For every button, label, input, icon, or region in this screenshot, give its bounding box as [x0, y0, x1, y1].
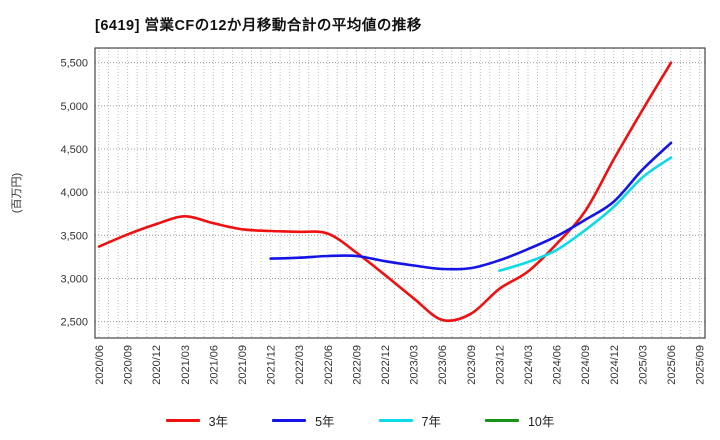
x-tick-label: 2021/09 [237, 345, 249, 385]
y-tick-label: 3,000 [60, 273, 88, 285]
chart-title: [6419] 営業CFの12か月移動合計の平均値の推移 [95, 18, 422, 34]
x-tick-label: 2023/12 [494, 345, 506, 385]
legend-label: 3年 [208, 415, 229, 429]
x-tick-label: 2020/12 [151, 345, 163, 385]
x-tick-label: 2025/09 [695, 345, 707, 385]
y-tick-label: 5,500 [60, 58, 88, 70]
legend-label: 10年 [527, 415, 555, 429]
legend-line-swatch [378, 419, 413, 422]
x-tick-label: 2022/06 [323, 345, 335, 385]
series-line-5年 [269, 141, 673, 271]
plot-area [94, 47, 706, 339]
legend-label: 7年 [421, 415, 441, 429]
x-tick-label: 2024/12 [609, 345, 621, 385]
y-tick-label: 3,500 [60, 230, 88, 242]
x-tick-label: 2022/09 [351, 345, 363, 385]
x-tick-label: 2025/06 [666, 345, 678, 385]
legend-line-swatch [165, 419, 200, 422]
x-tick-label: 2023/03 [409, 345, 421, 385]
x-tick-label: 2023/09 [466, 345, 478, 385]
x-tick-label: 2020/06 [94, 345, 106, 385]
y-tick-label: 4,500 [60, 144, 88, 156]
x-tick-label: 2025/03 [637, 345, 649, 385]
x-tick-label: 2021/06 [208, 345, 220, 385]
legend: 3年 5年 7年 10年 [0, 411, 720, 430]
legend-item-3年: 3年 [165, 411, 229, 430]
y-tick-label: 2,500 [60, 317, 88, 329]
legend-item-10年: 10年 [484, 411, 555, 430]
y-tick-label: 4,000 [60, 187, 88, 199]
legend-item-5年: 5年 [272, 411, 335, 430]
legend-label: 5年 [315, 415, 335, 429]
x-tick-label: 2024/03 [523, 345, 535, 385]
legend-line-swatch [484, 419, 519, 422]
x-tick-label: 2020/09 [123, 345, 135, 385]
legend-item-7年: 7年 [378, 411, 441, 430]
series-line-3年 [97, 61, 673, 323]
legend-line-swatch [272, 419, 307, 422]
x-tick-label: 2021/03 [180, 345, 192, 385]
x-tick-label: 2022/12 [380, 345, 392, 385]
x-tick-label: 2021/12 [266, 345, 278, 385]
x-tick-label: 2023/06 [437, 345, 449, 385]
y-tick-label: 5,000 [60, 101, 88, 113]
x-tick-label: 2024/06 [552, 345, 564, 385]
series-line-7年 [498, 156, 673, 272]
x-tick-label: 2022/03 [294, 345, 306, 385]
x-tick-label: 2024/09 [580, 345, 592, 385]
